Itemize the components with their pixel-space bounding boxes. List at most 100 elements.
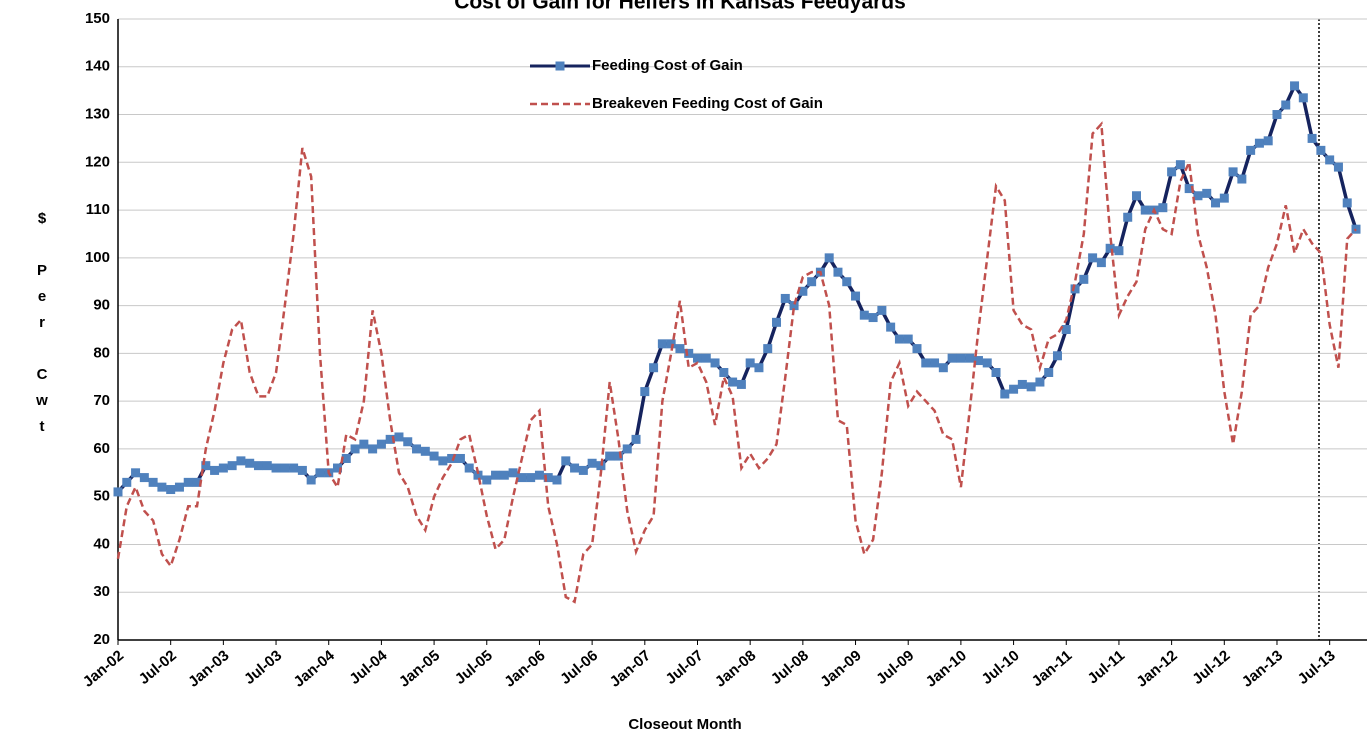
data-point	[1131, 191, 1141, 201]
x-axis-label: Closeout Month	[628, 716, 741, 733]
data-point	[1017, 379, 1027, 389]
data-point	[192, 477, 202, 487]
data-point	[692, 353, 702, 363]
data-point	[868, 313, 878, 323]
data-point	[1096, 258, 1106, 268]
data-point	[666, 339, 676, 349]
data-point	[1070, 284, 1080, 294]
x-tick-label: Jul-03	[241, 647, 285, 688]
data-point	[359, 439, 369, 449]
x-tick-label: Jul-09	[873, 647, 917, 688]
data-point	[394, 432, 404, 442]
data-point	[131, 468, 141, 478]
data-point	[789, 301, 799, 311]
data-point	[350, 444, 360, 454]
data-point	[1290, 81, 1300, 91]
data-point	[403, 437, 413, 447]
data-point	[1175, 160, 1185, 170]
x-tick-label: Jul-07	[662, 647, 706, 688]
data-point	[613, 451, 623, 461]
data-point	[473, 470, 483, 480]
data-point	[210, 465, 220, 475]
x-tick-label: Jul-10	[979, 647, 1023, 688]
data-point	[1342, 198, 1352, 208]
data-point	[491, 470, 501, 480]
data-point	[412, 444, 422, 454]
x-tick-label: Jan-02	[80, 647, 127, 691]
data-point	[807, 277, 817, 287]
data-point	[1123, 212, 1133, 222]
x-tick-label: Jul-12	[1189, 647, 1233, 688]
y-tick-label: 30	[93, 583, 110, 600]
y-tick-label: 50	[93, 488, 110, 505]
data-point	[174, 482, 184, 492]
data-point	[657, 339, 667, 349]
data-point	[1061, 325, 1071, 334]
data-point	[1307, 133, 1317, 143]
data-point	[148, 477, 158, 487]
data-point	[1158, 203, 1168, 213]
data-point	[499, 470, 509, 480]
data-point	[675, 344, 685, 354]
data-point	[938, 363, 948, 373]
data-point	[1254, 138, 1264, 148]
data-point	[973, 356, 983, 366]
data-point	[561, 456, 571, 466]
data-point	[947, 353, 957, 363]
data-point	[719, 367, 729, 377]
y-tick-label: 130	[85, 106, 110, 123]
data-point	[1333, 162, 1343, 172]
data-point	[886, 322, 896, 332]
data-point	[1246, 145, 1256, 155]
data-point	[1088, 253, 1098, 263]
x-tick-label: Jul-02	[136, 647, 180, 688]
data-point	[1026, 382, 1036, 392]
data-point	[552, 475, 562, 485]
x-tick-label: Jul-05	[452, 647, 496, 688]
data-point	[218, 463, 228, 473]
data-point	[824, 253, 834, 263]
data-point	[780, 293, 790, 303]
data-point	[684, 348, 694, 358]
data-point	[1184, 184, 1194, 194]
y-tick-label: 140	[85, 58, 110, 75]
x-tick-label: Jan-06	[501, 647, 548, 691]
data-point	[877, 305, 887, 315]
x-tick-label: Jan-11	[1029, 647, 1076, 690]
data-point	[157, 482, 167, 492]
data-point	[578, 465, 588, 475]
data-point	[385, 434, 395, 444]
data-point	[1325, 155, 1335, 165]
y-tick-label: 60	[93, 440, 110, 457]
data-point	[710, 358, 720, 368]
data-point	[376, 439, 386, 449]
data-point	[297, 465, 307, 475]
data-point	[289, 463, 299, 473]
data-point	[464, 463, 474, 473]
data-point	[113, 487, 123, 497]
data-point	[438, 456, 448, 466]
data-point	[139, 473, 149, 483]
y-tick-label: 150	[85, 10, 110, 27]
data-point	[166, 485, 176, 495]
y-axis-label: $ Per Cwt	[34, 210, 51, 444]
data-point	[1237, 174, 1247, 184]
data-point	[1202, 188, 1212, 198]
data-point	[903, 334, 913, 344]
data-point	[649, 363, 659, 373]
y-tick-label: 70	[93, 392, 110, 409]
data-point	[596, 461, 606, 471]
legend-marker	[555, 61, 565, 71]
data-point	[1167, 167, 1177, 177]
data-point	[1052, 351, 1062, 361]
y-tick-label: 90	[93, 297, 110, 314]
data-point	[745, 358, 755, 368]
x-tick-label: Jan-07	[607, 647, 654, 691]
data-point	[736, 379, 746, 389]
data-point	[570, 463, 580, 473]
y-tick-label: 110	[86, 201, 110, 218]
data-point	[622, 444, 632, 454]
data-point	[1298, 93, 1308, 103]
data-point	[1079, 274, 1089, 284]
data-point	[930, 358, 940, 368]
